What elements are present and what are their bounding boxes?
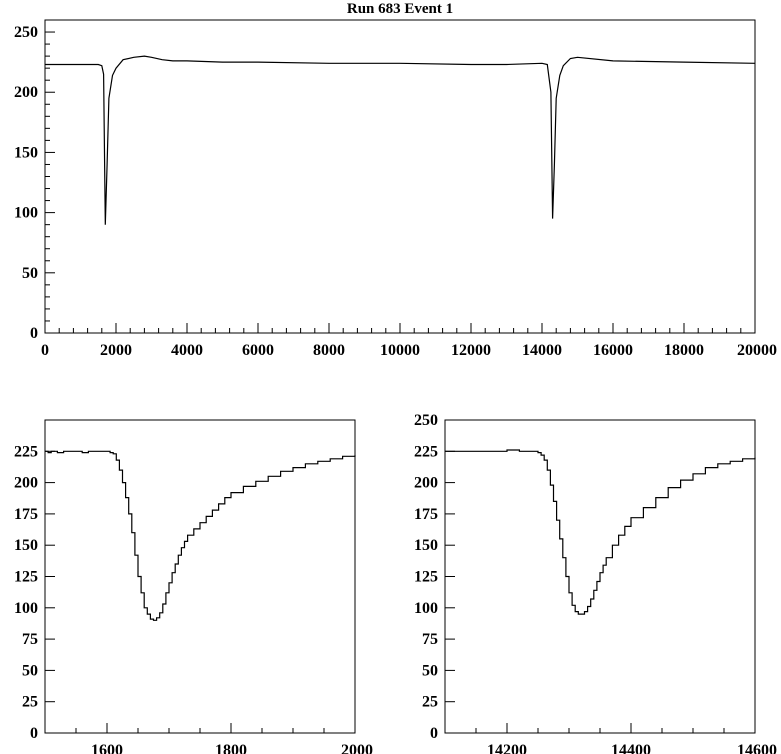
y-tick-label: 150 xyxy=(14,144,38,161)
series-line-1 xyxy=(45,450,356,621)
y-tick-label: 250 xyxy=(14,24,38,41)
y-tick-label: 150 xyxy=(414,537,438,554)
x-tick-label: 1600 xyxy=(91,742,123,754)
y-tick-label: 175 xyxy=(14,506,38,523)
x-tick-label: 14200 xyxy=(487,742,527,754)
y-tick-label: 200 xyxy=(14,84,38,101)
x-tick-label: 1800 xyxy=(215,742,247,754)
y-tick-label: 200 xyxy=(414,475,438,492)
x-tick-label: 20000 xyxy=(737,342,777,359)
y-tick-label: 0 xyxy=(30,325,38,342)
x-tick-label: 14600 xyxy=(737,742,777,754)
chart-panel-1: 0 50 100 150 200 250 0 2000 4000 6000 8000 10000 120… xyxy=(14,1,777,359)
plot-frame xyxy=(44,419,356,734)
x-tick-label: 2000 xyxy=(100,342,132,359)
x-tick-label: 14000 xyxy=(522,342,562,359)
x-tick-label: 18000 xyxy=(664,342,704,359)
y-tick-label: 100 xyxy=(14,600,38,617)
y-tick-label: 25 xyxy=(422,694,438,711)
y-tick-label: 100 xyxy=(14,205,38,222)
series-line-1 xyxy=(445,449,756,615)
y-tick-label: 225 xyxy=(414,443,438,460)
y-tick-label: 100 xyxy=(414,600,438,617)
y-tick-label: 75 xyxy=(422,631,438,648)
chart-panel-2: 0 25 50 75 100 125 150 175 200 225 1600 1800 2000 xyxy=(14,419,373,754)
y-tick-label: 50 xyxy=(22,662,38,679)
y-tick-label: 175 xyxy=(414,506,438,523)
y-tick-label: 125 xyxy=(14,569,38,586)
x-tick-label: 6000 xyxy=(242,342,274,359)
x-tick-label: 14400 xyxy=(611,742,651,754)
series-line-1 xyxy=(45,55,756,225)
x-tick-label: 2000 xyxy=(341,742,373,754)
y-tick-label: 0 xyxy=(430,725,438,742)
x-tick-label: 4000 xyxy=(171,342,203,359)
y-tick-label: 225 xyxy=(14,443,38,460)
y-tick-label: 125 xyxy=(414,569,438,586)
y-tick-label: 0 xyxy=(30,725,38,742)
y-tick-label: 50 xyxy=(22,265,38,282)
y-tick-label: 150 xyxy=(14,537,38,554)
y-tick-label: 25 xyxy=(22,694,38,711)
chart-title: Run 683 Event 1 xyxy=(347,1,453,17)
y-tick-label: 75 xyxy=(22,631,38,648)
y-tick-label: 250 xyxy=(414,412,438,429)
chart-panel-3: 0 25 50 75 100 125 150 175 200 225 250 14200 14400 14… xyxy=(414,412,777,754)
y-tick-label: 50 xyxy=(422,662,438,679)
x-tick-label: 12000 xyxy=(451,342,491,359)
x-tick-label: 8000 xyxy=(313,342,345,359)
x-tick-label: 16000 xyxy=(593,342,633,359)
y-tick-label: 200 xyxy=(14,475,38,492)
plot-frame xyxy=(44,19,756,334)
x-tick-label: 10000 xyxy=(380,342,420,359)
x-tick-label: 0 xyxy=(41,342,49,359)
